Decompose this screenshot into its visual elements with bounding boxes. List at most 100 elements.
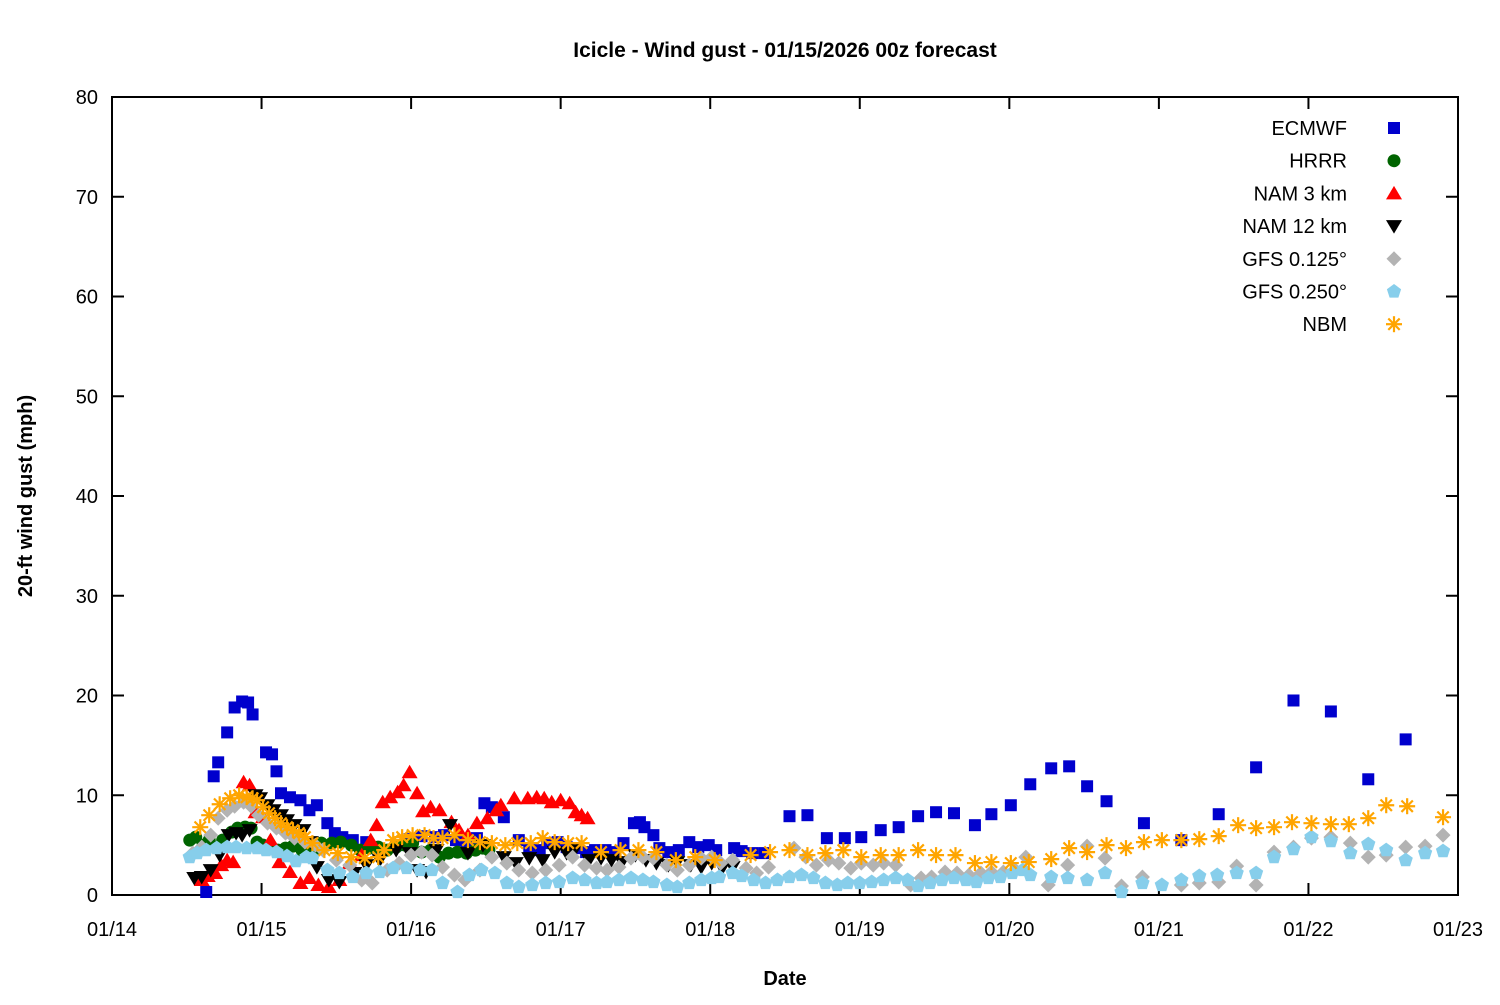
data-point [316,842,333,859]
data-point [958,872,974,887]
data-point [985,808,998,821]
series-gfs-0-125 [185,794,1451,894]
data-point [669,862,685,878]
data-point [865,857,881,873]
series-nbm [192,787,1452,872]
data-point [1435,809,1452,826]
data-point [706,852,723,869]
data-point [394,829,411,846]
data-point [524,865,540,881]
data-point [459,832,476,849]
data-point [734,868,749,883]
data-point [820,832,833,845]
data-point [843,860,859,876]
data-point [534,830,551,847]
y-tick-label: 70 [76,187,98,209]
data-point [1097,865,1113,880]
data-point [838,832,851,845]
data-point [262,832,279,847]
data-point [801,809,814,822]
data-point [424,847,440,863]
legend-label-nbm: NBM [1303,314,1347,336]
data-point [552,874,567,889]
data-point [359,865,374,880]
data-point [258,842,274,857]
data-point [565,870,580,885]
data-point [1079,844,1096,861]
data-point [1173,832,1190,849]
x-tick-label: 01/21 [1134,919,1184,941]
data-point [817,845,834,862]
data-point [1229,865,1244,880]
data-point [201,807,218,824]
data-point [947,807,960,820]
data-point [271,854,288,869]
legend-label-nam-12-km: NAM 12 km [1243,216,1347,238]
data-point [468,815,485,830]
data-point [221,726,234,739]
x-tick-label: 01/20 [984,919,1034,941]
data-point [746,872,761,887]
data-point [581,854,598,868]
data-point [1266,849,1282,864]
data-point [911,878,926,893]
legend-item-gfs-0-125: GFS 0.125° [1242,249,1402,271]
data-point [910,842,927,859]
y-tick-label: 80 [76,87,98,109]
data-point [1153,832,1170,849]
data-point [635,872,651,887]
legend-label-nam-3-km: NAM 3 km [1254,183,1347,205]
legend-marker-ecmwf [1388,122,1400,134]
data-point [1174,872,1189,887]
data-point [499,855,515,871]
data-point [304,835,321,852]
data-point [193,871,210,885]
data-point [835,842,852,859]
data-point [329,845,346,862]
data-point [521,852,538,866]
data-point [270,765,283,778]
data-point [782,869,797,884]
data-point [1378,797,1395,814]
data-point [872,847,889,864]
data-point [484,849,500,865]
data-point [212,756,225,769]
y-tick-label: 20 [76,686,98,708]
data-point [1283,814,1300,831]
data-point [577,857,593,873]
data-point [343,849,360,866]
data-point [888,870,903,885]
data-point [993,869,1008,884]
data-point [474,862,489,877]
data-point [818,875,833,890]
data-point [203,827,219,843]
data-point [1020,854,1037,871]
data-point [362,832,379,847]
data-point [1362,773,1375,786]
data-point [589,875,604,890]
data-point [409,785,426,800]
data-point [1386,220,1402,234]
data-point [589,860,605,876]
data-point [561,795,578,810]
y-tick-label: 30 [76,586,98,608]
data-point [1379,842,1394,857]
data-point [345,869,360,884]
data-point [855,831,868,844]
data-point [401,764,418,779]
data-point [1343,845,1358,860]
data-point [1002,855,1019,872]
data-point [487,865,502,880]
y-axis-label: 20-ft wind gust (mph) [15,395,37,597]
x-tick-label: 01/23 [1433,919,1483,941]
data-point [242,696,255,709]
data-point [930,806,943,819]
data-point [761,859,777,875]
data-point [794,867,809,882]
data-point [693,861,710,875]
data-point [1361,836,1376,851]
data-point [459,847,476,861]
data-point [1399,798,1416,815]
data-point [1324,705,1337,718]
